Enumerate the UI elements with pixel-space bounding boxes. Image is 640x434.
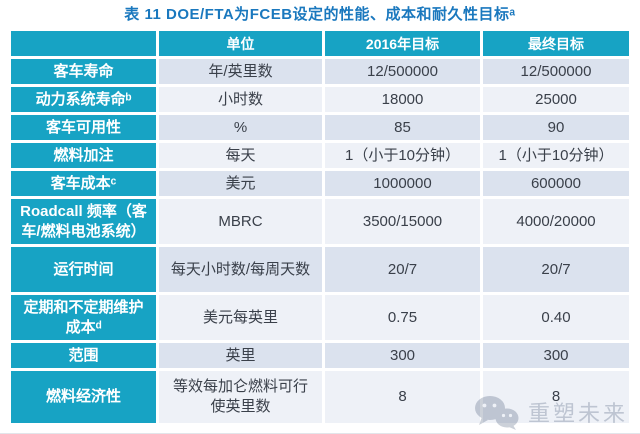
row-label: 定期和不定期维护成本ᵈ [11, 295, 156, 340]
unit-cell: MBRC [159, 199, 322, 244]
unit-cell: 等效每加仑燃料可行使英里数 [159, 371, 322, 423]
target-2016-cell: 20/7 [325, 247, 480, 292]
ultimate-target-cell: 300 [483, 343, 629, 368]
header-row: 单位 2016年目标 最终目标 [11, 31, 629, 56]
ultimate-target-cell: 0.40 [483, 295, 629, 340]
target-2016-cell: 1（小于10分钟） [325, 143, 480, 168]
table-title: 表 11 DOE/FTA为FCEB设定的性能、成本和耐久性目标ᵃ [124, 6, 516, 23]
unit-cell: 美元每英里 [159, 295, 322, 340]
ultimate-target-cell: 4000/20000 [483, 199, 629, 244]
target-2016-cell: 1000000 [325, 171, 480, 196]
target-2016-cell: 3500/15000 [325, 199, 480, 244]
row-label: 客车成本ᶜ [11, 171, 156, 196]
table-row: 范围 英里 300 300 [11, 343, 629, 368]
table-row: 客车寿命 年/英里数 12/500000 12/500000 [11, 59, 629, 84]
row-label: 运行时间 [11, 247, 156, 292]
unit-cell: 美元 [159, 171, 322, 196]
target-2016-cell: 18000 [325, 87, 480, 112]
table-row: 燃料加注 每天 1（小于10分钟） 1（小于10分钟） [11, 143, 629, 168]
row-label: 范围 [11, 343, 156, 368]
ultimate-target-cell: 1（小于10分钟） [483, 143, 629, 168]
target-2016-cell: 12/500000 [325, 59, 480, 84]
unit-cell: 每天小时数/每周天数 [159, 247, 322, 292]
table-row: 客车成本ᶜ 美元 1000000 600000 [11, 171, 629, 196]
unit-cell: 小时数 [159, 87, 322, 112]
header-2016-target-cell: 2016年目标 [325, 31, 480, 56]
target-2016-cell: 0.75 [325, 295, 480, 340]
table-row: Roadcall 频率（客车/燃料电池系统） MBRC 3500/15000 4… [11, 199, 629, 244]
row-label: Roadcall 频率（客车/燃料电池系统） [11, 199, 156, 244]
table-row: 燃料经济性 等效每加仑燃料可行使英里数 8 8 [11, 371, 629, 423]
row-label: 燃料经济性 [11, 371, 156, 423]
table-row: 客车可用性 % 85 90 [11, 115, 629, 140]
ultimate-target-cell: 20/7 [483, 247, 629, 292]
unit-cell: 每天 [159, 143, 322, 168]
unit-cell: 英里 [159, 343, 322, 368]
row-label: 客车可用性 [11, 115, 156, 140]
header-final-target-cell: 最终目标 [483, 31, 629, 56]
header-blank-cell [11, 31, 156, 56]
target-2016-cell: 85 [325, 115, 480, 140]
row-label: 动力系统寿命ᵇ [11, 87, 156, 112]
ultimate-target-cell: 25000 [483, 87, 629, 112]
target-2016-cell: 300 [325, 343, 480, 368]
unit-cell: 年/英里数 [159, 59, 322, 84]
row-label: 客车寿命 [11, 59, 156, 84]
target-2016-cell: 8 [325, 371, 480, 423]
ultimate-target-cell: 12/500000 [483, 59, 629, 84]
ultimate-target-cell: 600000 [483, 171, 629, 196]
header-unit-cell: 单位 [159, 31, 322, 56]
table-row: 动力系统寿命ᵇ 小时数 18000 25000 [11, 87, 629, 112]
ultimate-target-cell: 8 [483, 371, 629, 423]
table-row: 运行时间 每天小时数/每周天数 20/7 20/7 [11, 247, 629, 292]
targets-table: 单位 2016年目标 最终目标 客车寿命 年/英里数 12/500000 12/… [8, 28, 632, 426]
table-row: 定期和不定期维护成本ᵈ 美元每英里 0.75 0.40 [11, 295, 629, 340]
unit-cell: % [159, 115, 322, 140]
ultimate-target-cell: 90 [483, 115, 629, 140]
row-label: 燃料加注 [11, 143, 156, 168]
